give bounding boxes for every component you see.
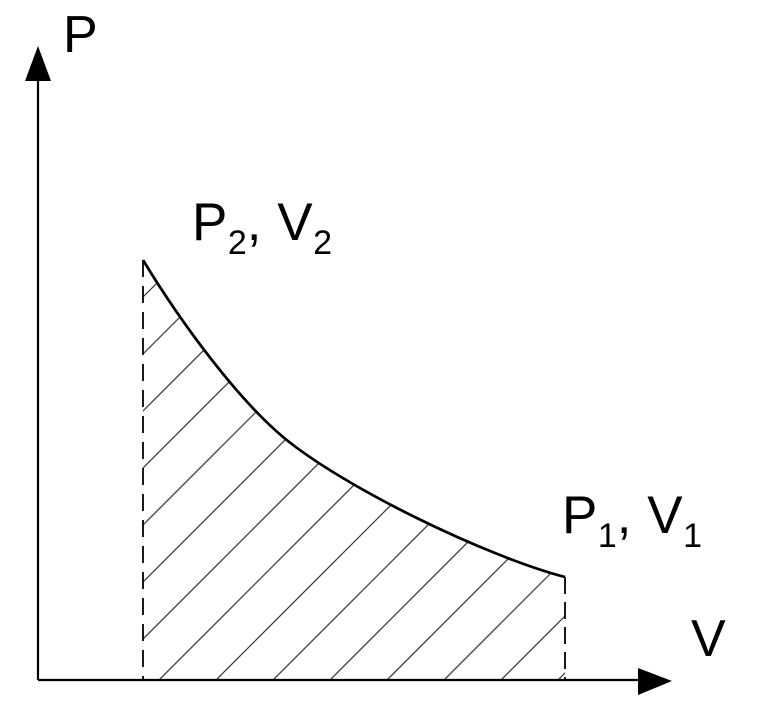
x-axis-arrowhead: [638, 668, 672, 695]
state2-separator: ,: [246, 193, 278, 252]
state1-p: P: [562, 486, 598, 545]
y-axis-label: P: [63, 6, 98, 64]
state1-separator: ,: [616, 486, 648, 545]
y-axis-arrowhead: [25, 46, 51, 81]
state1-v: V: [647, 486, 684, 545]
state2-p-subscript: 2: [227, 224, 247, 262]
x-axis-label: V: [691, 610, 726, 668]
state2-label: P2, V2: [192, 193, 332, 260]
hatched-area: [143, 260, 565, 680]
state2-v-subscript: 2: [313, 224, 333, 262]
state1-p-subscript: 1: [597, 517, 617, 555]
state1-label: P1, V1: [562, 486, 702, 553]
state2-p: P: [192, 193, 228, 252]
state2-v: V: [277, 193, 314, 252]
process-curve: [141, 259, 566, 579]
state1-v-subscript: 1: [683, 517, 703, 555]
